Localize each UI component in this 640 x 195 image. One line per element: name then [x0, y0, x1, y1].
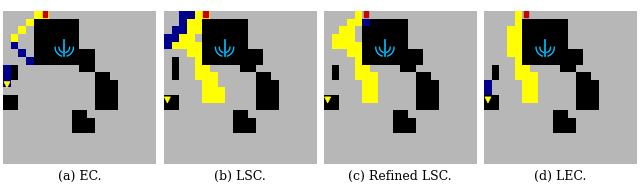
- Polygon shape: [485, 97, 491, 103]
- Polygon shape: [4, 82, 10, 88]
- Bar: [204, 10, 208, 17]
- Polygon shape: [204, 6, 208, 10]
- Bar: [43, 10, 47, 17]
- Polygon shape: [524, 6, 529, 10]
- Text: (d) LEC.: (d) LEC.: [534, 170, 587, 183]
- Polygon shape: [164, 97, 170, 103]
- Text: (c) Refined LSC.: (c) Refined LSC.: [348, 170, 452, 183]
- Polygon shape: [324, 97, 331, 103]
- Text: (a) EC.: (a) EC.: [58, 170, 101, 183]
- Polygon shape: [43, 6, 47, 10]
- Bar: [364, 10, 368, 17]
- Bar: [524, 10, 529, 17]
- Polygon shape: [364, 6, 368, 10]
- Text: (b) LSC.: (b) LSC.: [214, 170, 266, 183]
